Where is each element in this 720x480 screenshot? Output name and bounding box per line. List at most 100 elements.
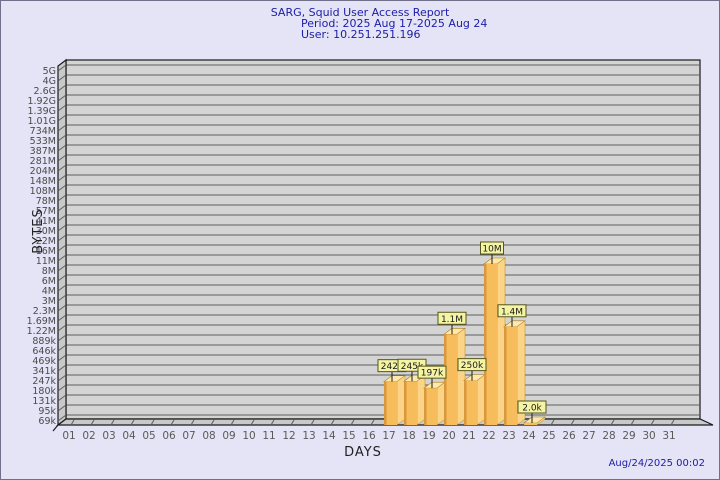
x-tick-mark	[250, 419, 255, 426]
x-tick-label: 23	[502, 430, 515, 442]
x-tick-mark	[670, 419, 675, 426]
origin-tick	[52, 424, 59, 432]
x-tick-label: 06	[162, 430, 176, 442]
x-tick-label: 24	[522, 430, 536, 442]
bar-front-face	[484, 263, 497, 425]
y-tick-mark	[57, 284, 67, 292]
x-tick-label: 21	[462, 430, 475, 442]
x-tick-label: 30	[642, 430, 655, 442]
y-tick-label: 1.92G	[27, 96, 56, 107]
y-tick-mark	[57, 194, 67, 202]
x-tick-mark	[310, 419, 315, 426]
bar-front-face	[464, 380, 477, 425]
x-tick-label: 01	[62, 430, 75, 442]
x-tick-label: 20	[442, 430, 455, 442]
bar-front-shade	[384, 381, 387, 425]
y-tick-mark	[57, 214, 67, 222]
value-label-box	[437, 311, 467, 325]
y-tick-label: 204M	[30, 166, 56, 177]
bar-front-shade	[484, 263, 487, 425]
x-tick-label: 18	[402, 430, 415, 442]
y-tick-label: 734M	[30, 126, 56, 137]
x-tick-label: 12	[282, 430, 295, 442]
y-tick-mark	[57, 224, 67, 232]
bar-front-face	[384, 381, 397, 425]
x-tick-label: 15	[342, 430, 355, 442]
x-tick-mark	[230, 419, 235, 426]
y-tick-label: 108M	[30, 186, 56, 197]
x-tick-label: 27	[582, 430, 595, 442]
x-tick-label: 28	[602, 430, 615, 442]
x-tick-label: 19	[422, 430, 435, 442]
bar-front-shade	[444, 334, 447, 425]
y-tick-mark	[57, 404, 67, 412]
y-tick-mark	[57, 394, 67, 402]
value-label-box	[497, 304, 527, 318]
y-tick-mark	[57, 204, 67, 212]
y-tick-mark	[57, 254, 67, 262]
y-tick-mark	[57, 244, 67, 252]
y-tick-mark	[57, 144, 67, 152]
generation-timestamp: Aug/24/2025 00:02	[608, 458, 705, 469]
x-tick-label: 10	[242, 430, 255, 442]
value-label: 1.4M	[501, 307, 523, 317]
y-tick-label: 95k	[38, 406, 56, 417]
y-tick-mark	[57, 344, 67, 352]
y-tick-mark	[57, 184, 67, 192]
y-tick-label: 16M	[36, 246, 56, 257]
x-tick-mark	[590, 419, 595, 426]
x-tick-mark	[630, 419, 635, 426]
x-tick-mark	[170, 419, 175, 426]
x-tick-label: 09	[222, 430, 235, 442]
y-tick-label: 2.6G	[34, 86, 56, 97]
y-tick-mark	[57, 84, 67, 92]
y-tick-label: 22M	[36, 236, 56, 247]
y-tick-label: 889k	[32, 336, 56, 347]
value-label-box	[417, 365, 447, 379]
bar-front-shade	[464, 380, 467, 425]
y-tick-mark	[57, 374, 67, 382]
bar-front-face	[444, 334, 457, 425]
bar-front-face	[524, 423, 537, 425]
x-tick-label: 26	[562, 430, 576, 442]
value-label-box	[517, 400, 547, 414]
x-tick-label: 02	[82, 430, 95, 442]
value-label-box	[480, 241, 504, 255]
y-tick-label: 533M	[30, 136, 56, 147]
y-tick-label: 5G	[43, 66, 56, 77]
y-tick-mark	[57, 384, 67, 392]
bar-side-face	[476, 374, 486, 426]
y-tick-label: 6M	[42, 276, 56, 287]
y-tick-mark	[57, 364, 67, 372]
y-tick-label: 69k	[38, 416, 56, 427]
x-tick-mark	[90, 419, 95, 426]
x-tick-mark	[650, 419, 655, 426]
y-tick-mark	[57, 114, 67, 122]
y-tick-label: 281M	[30, 156, 56, 167]
bar-side-face	[496, 257, 506, 426]
value-label-box	[457, 358, 487, 372]
y-tick-mark	[57, 354, 67, 362]
x-tick-mark	[210, 419, 215, 426]
x-tick-label: 05	[142, 430, 155, 442]
y-tick-label: 387M	[30, 146, 56, 157]
x-tick-mark	[150, 419, 155, 426]
report-user: User: 10.251.251.196	[301, 28, 421, 41]
x-tick-mark	[330, 419, 335, 426]
x-tick-mark	[610, 419, 615, 426]
y-tick-label: 148M	[30, 176, 56, 187]
y-tick-label: 11M	[36, 256, 56, 267]
y-tick-label: 30M	[36, 226, 56, 237]
x-tick-mark	[110, 419, 115, 426]
x-tick-label: 31	[662, 430, 675, 442]
x-tick-label: 07	[182, 430, 195, 442]
x-tick-mark	[370, 419, 375, 426]
x-tick-label: 11	[262, 430, 275, 442]
bar-front-shade	[504, 326, 507, 425]
y-tick-label: 131k	[32, 396, 56, 407]
y-tick-mark	[57, 314, 67, 322]
y-tick-mark	[57, 94, 67, 102]
y-tick-label: 57M	[36, 206, 56, 217]
